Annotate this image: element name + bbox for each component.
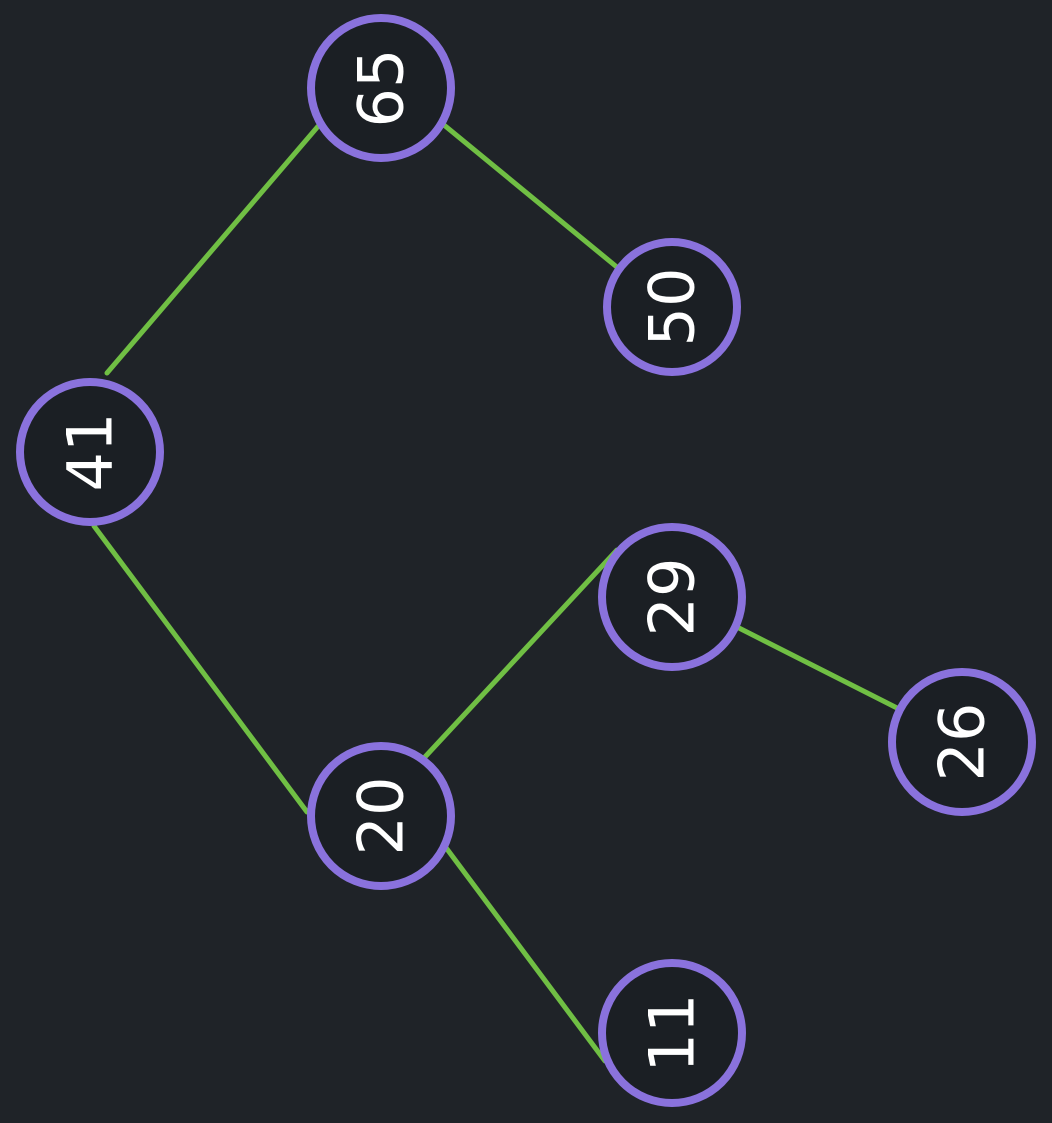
tree-node: 29	[598, 523, 746, 671]
node-label: 26	[926, 703, 999, 782]
tree-node: 50	[603, 238, 741, 376]
node-circle	[307, 14, 455, 162]
edge-20-11	[441, 842, 608, 1064]
edge-41-65	[104, 121, 323, 376]
node-circle	[598, 523, 746, 671]
node-circle	[888, 668, 1036, 816]
node-label: 41	[54, 413, 127, 492]
edge-41-20	[91, 523, 310, 815]
node-circle	[603, 238, 741, 376]
edge-29-26	[734, 624, 902, 712]
node-label: 65	[345, 49, 418, 128]
node-label: 50	[636, 268, 709, 347]
node-circle	[307, 742, 455, 890]
tree-node: 65	[307, 14, 455, 162]
edge-20-29	[421, 547, 620, 761]
node-label: 29	[636, 558, 709, 637]
tree-node: 11	[598, 959, 746, 1107]
tree-node: 20	[307, 742, 455, 890]
node-circle	[598, 959, 746, 1107]
node-label: 20	[345, 777, 418, 856]
edge-65-50	[441, 122, 621, 271]
node-circle	[16, 378, 164, 526]
tree-node: 41	[16, 378, 164, 526]
tree-node: 26	[888, 668, 1036, 816]
node-label: 11	[636, 994, 709, 1073]
